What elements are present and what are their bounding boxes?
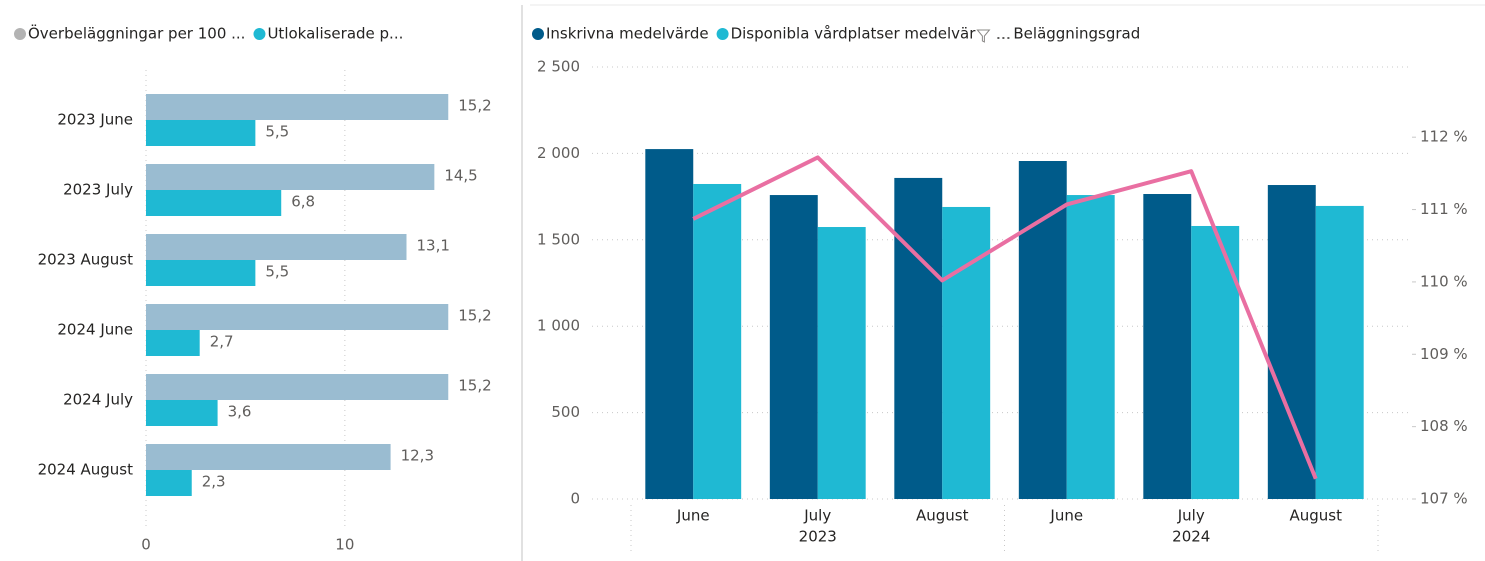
legend-label: Utlokaliserade p... bbox=[267, 25, 403, 43]
legend-label: Överbeläggningar per 100 ... bbox=[28, 24, 245, 43]
data-label: 3,6 bbox=[228, 403, 252, 421]
bar bbox=[146, 330, 200, 356]
data-label: 14,5 bbox=[444, 167, 477, 185]
data-label: 15,2 bbox=[458, 97, 491, 115]
filter-icon bbox=[976, 29, 991, 43]
bar bbox=[1018, 161, 1067, 499]
bar bbox=[146, 120, 256, 146]
group-label: 2023 bbox=[799, 528, 837, 546]
x-tick-label: June bbox=[676, 507, 710, 525]
bar bbox=[693, 183, 742, 499]
legend-label: Inskrivna medelvärde bbox=[546, 25, 709, 43]
bar bbox=[146, 260, 256, 286]
bar bbox=[1315, 205, 1364, 499]
bar bbox=[146, 444, 391, 470]
legend-label: Beläggningsgrad bbox=[1013, 25, 1140, 43]
bar bbox=[942, 206, 991, 499]
y-tick-label: 2 500 bbox=[537, 58, 580, 76]
bar bbox=[146, 374, 449, 400]
bar bbox=[817, 227, 866, 499]
x-tick-label: July bbox=[1177, 507, 1205, 525]
y-tick-label: 1 000 bbox=[537, 317, 580, 335]
data-label: 2,3 bbox=[202, 473, 226, 491]
bar bbox=[1066, 195, 1115, 499]
y2-tick-label: 109 % bbox=[1420, 345, 1468, 363]
x-tick-label: 10 bbox=[335, 536, 354, 554]
legend-marker bbox=[532, 28, 544, 40]
y-tick-label: 500 bbox=[551, 403, 580, 421]
bar bbox=[146, 470, 192, 496]
y-tick-label: 1 500 bbox=[537, 230, 580, 248]
legend-label: Disponibla vårdplatser medelvär bbox=[731, 25, 977, 43]
x-tick-label: August bbox=[916, 507, 969, 525]
y-tick-label: 2 000 bbox=[537, 144, 580, 162]
bar bbox=[146, 190, 282, 216]
data-label: 2,7 bbox=[210, 333, 234, 351]
y-tick-label: 0 bbox=[570, 490, 580, 508]
legend-marker bbox=[716, 28, 729, 40]
bar bbox=[146, 94, 449, 120]
y2-tick-label: 107 % bbox=[1420, 490, 1468, 508]
bar bbox=[146, 400, 218, 426]
y-tick-label: 2023 July bbox=[63, 181, 133, 199]
bar bbox=[645, 149, 694, 499]
data-label: 12,3 bbox=[401, 447, 434, 465]
bar bbox=[146, 234, 407, 260]
x-tick-label: July bbox=[803, 507, 831, 525]
bar bbox=[894, 177, 943, 499]
bar bbox=[1143, 194, 1192, 499]
data-label: 5,5 bbox=[265, 123, 289, 141]
bar bbox=[769, 195, 818, 499]
data-label: 6,8 bbox=[291, 193, 315, 211]
legend-marker bbox=[14, 28, 26, 40]
bar bbox=[1267, 185, 1316, 499]
x-tick-label: June bbox=[1049, 507, 1083, 525]
y2-tick-label: 111 % bbox=[1420, 200, 1468, 218]
y2-tick-label: 110 % bbox=[1420, 272, 1468, 290]
y-tick-label: 2023 June bbox=[57, 111, 133, 129]
bar bbox=[146, 304, 449, 330]
line-series bbox=[692, 155, 1318, 480]
y2-tick-label: 108 % bbox=[1420, 417, 1468, 435]
y2-tick-label: 112 % bbox=[1420, 128, 1468, 146]
data-label: 5,5 bbox=[265, 263, 289, 281]
y-tick-label: 2024 August bbox=[38, 461, 134, 479]
x-tick-label: 0 bbox=[141, 536, 151, 554]
bar bbox=[146, 164, 435, 190]
y-tick-label: 2024 June bbox=[57, 321, 133, 339]
data-label: 13,1 bbox=[417, 237, 450, 255]
data-label: 15,2 bbox=[458, 307, 491, 325]
y-tick-label: 2024 July bbox=[63, 391, 133, 409]
data-label: 15,2 bbox=[458, 377, 491, 395]
group-label: 2024 bbox=[1172, 528, 1210, 546]
y-tick-label: 2023 August bbox=[38, 251, 134, 269]
legend-marker bbox=[253, 28, 266, 40]
x-tick-label: August bbox=[1290, 507, 1343, 525]
